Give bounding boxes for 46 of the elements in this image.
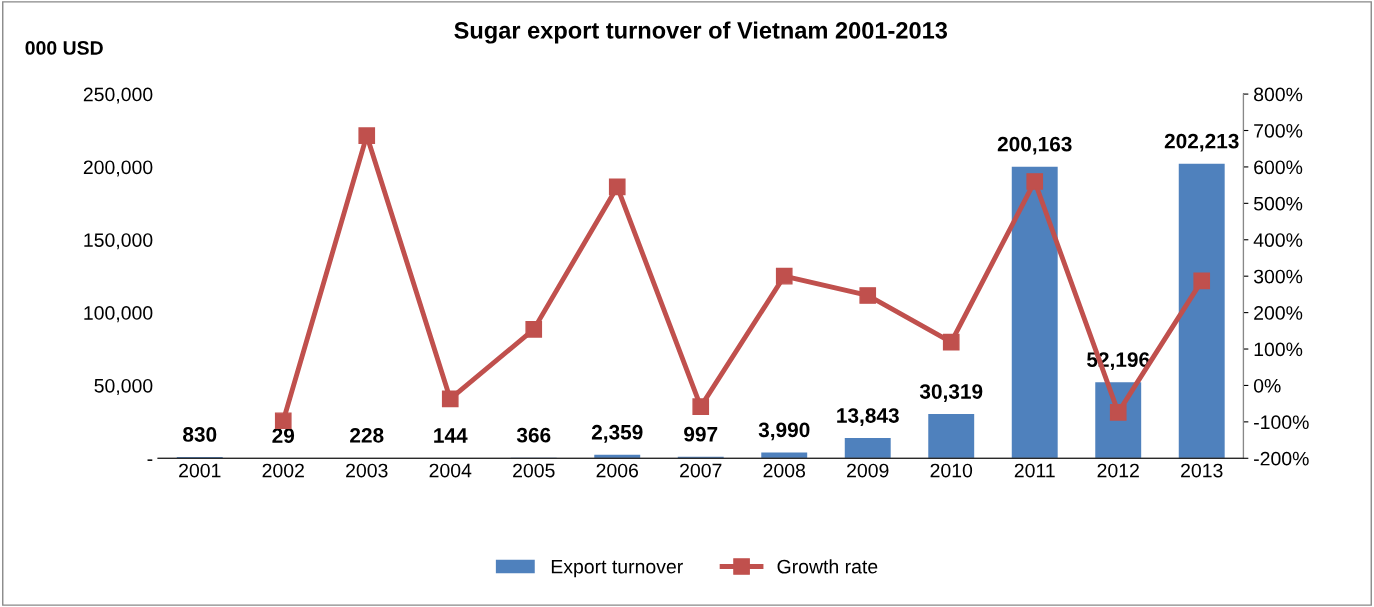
legend-label: Growth rate xyxy=(777,559,878,574)
y2-tick-label: -200% xyxy=(1254,451,1309,466)
text: 30,319 xyxy=(919,384,983,402)
text: 29 xyxy=(272,428,295,444)
y2-tick-label: 700% xyxy=(1254,123,1303,138)
y2-tick-label: 300% xyxy=(1253,269,1303,284)
text: 997 xyxy=(684,426,718,442)
y2-tick-label: 800% xyxy=(1254,87,1303,102)
y-tick-label: - xyxy=(147,459,153,461)
text: 3,990 xyxy=(758,422,810,441)
y-tick-label: 150,000 xyxy=(84,233,153,250)
y2-tick-label: 400% xyxy=(1253,233,1303,247)
y-tick-label: 250,000 xyxy=(83,87,153,104)
y-tick-label: 50,000 xyxy=(94,378,153,395)
x-tick-label: 2003 xyxy=(346,463,388,478)
chart-title: Sugar export turnover of Vietnam 2001-2013 xyxy=(454,21,948,44)
y2-tick-label: 600% xyxy=(1254,160,1303,175)
text: 202,213 xyxy=(1164,133,1239,152)
text: 228 xyxy=(350,427,384,443)
x-tick-label: 2009 xyxy=(847,463,889,478)
x-tick-label: 2005 xyxy=(513,463,555,478)
x-tick-label: 2011 xyxy=(1014,463,1055,478)
y2-tick-label: -100% xyxy=(1254,415,1309,430)
x-tick-label: 2012 xyxy=(1097,463,1139,478)
text: 144 xyxy=(434,428,468,443)
y2-tick-label: 200% xyxy=(1254,306,1303,320)
x-tick-label: 2006 xyxy=(596,463,639,478)
y2-tick-label: 0% xyxy=(1253,378,1281,393)
x-tick-label: 2004 xyxy=(429,463,472,478)
y-tick-label: 200,000 xyxy=(83,160,153,177)
text: 200,163 xyxy=(997,136,1072,155)
x-tick-label: 2002 xyxy=(262,463,304,478)
text: 830 xyxy=(183,427,217,442)
y-axis-title: 000 USD xyxy=(25,41,103,55)
x-tick-label: 2010 xyxy=(930,463,973,478)
text: 2,359 xyxy=(591,424,643,443)
y-tick-label: 100,000 xyxy=(84,306,153,323)
x-tick-label: 2007 xyxy=(680,463,722,478)
text: 13,843 xyxy=(837,408,899,426)
x-tick-label: 2013 xyxy=(1181,463,1223,478)
text: 366 xyxy=(516,427,551,443)
legend-label: Export turnover xyxy=(551,559,683,578)
x-tick-label: 2001 xyxy=(179,463,221,478)
x-tick-label: 2008 xyxy=(763,463,806,478)
y2-tick-label: 100% xyxy=(1254,342,1303,357)
y2-tick-label: 500% xyxy=(1253,196,1303,211)
